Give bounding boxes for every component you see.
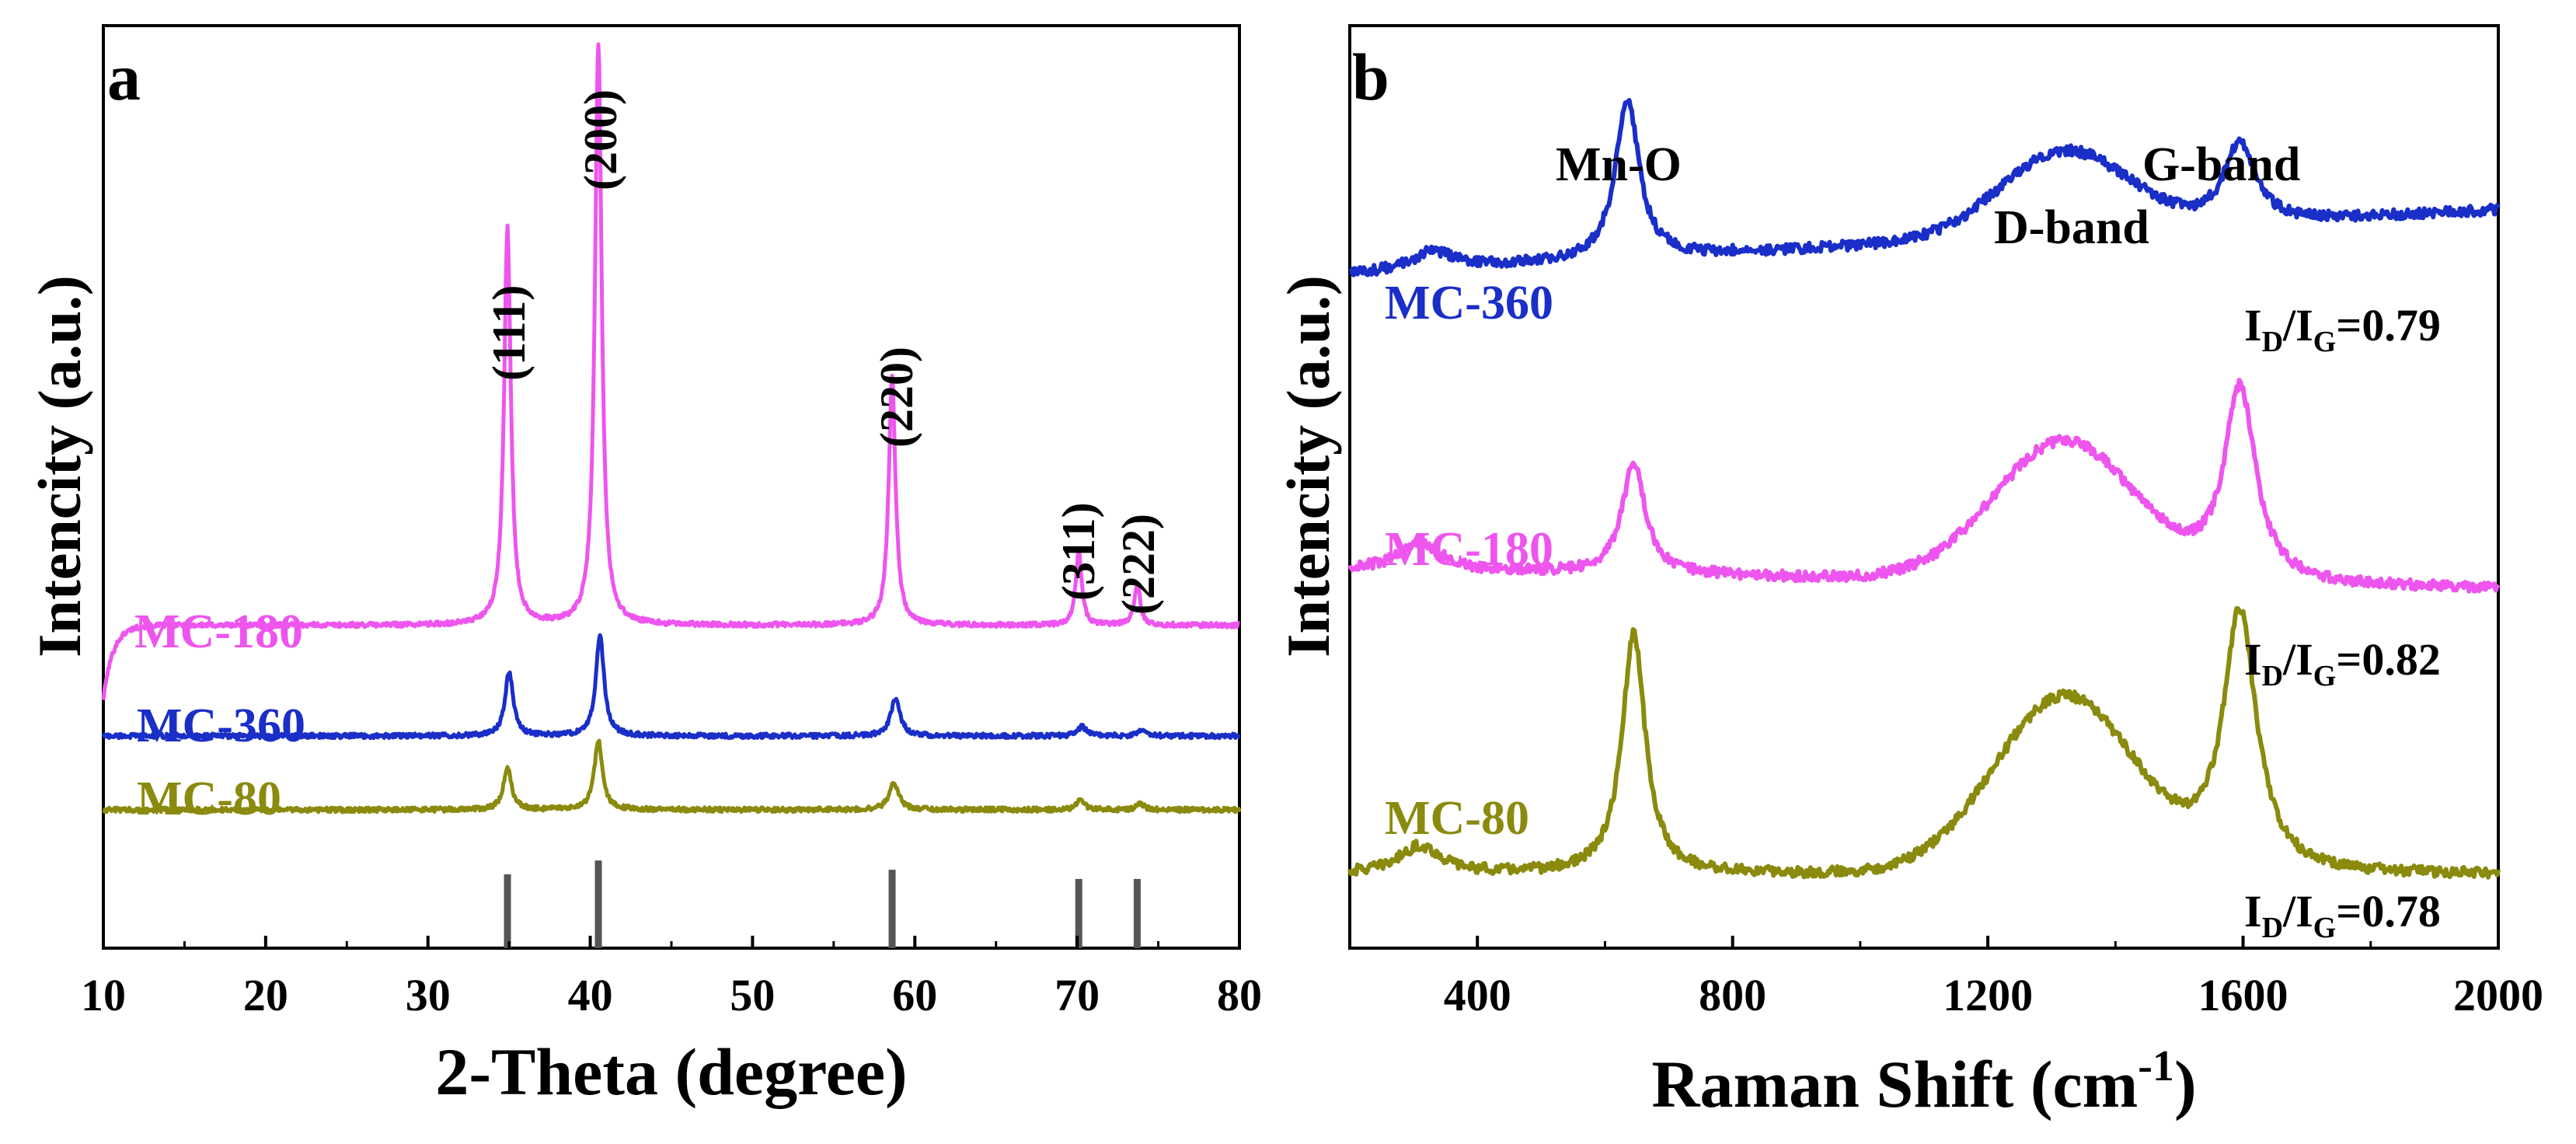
ratio-sub-d: D [2262, 660, 2283, 692]
raman-curve-mc-80 [1347, 605, 2501, 880]
panel-b-plot-frame [1348, 24, 2500, 950]
ratio-eq: = [2336, 300, 2362, 351]
series-label-mc180-a: MC-180 [134, 605, 303, 658]
series-label-mc80-a: MC-80 [137, 773, 281, 825]
series-label-mc360-b: MC-360 [1385, 277, 1553, 330]
panel-a-curves [101, 42, 1242, 814]
panel-a-y-axis-title: Intencity (a.u.) [26, 275, 93, 657]
peak-annotation-222: (222) [1113, 514, 1164, 615]
panel-b-label: b [1352, 40, 1389, 114]
x-tick-label: 20 [243, 970, 288, 1020]
band-label-d-band: D-band [1994, 201, 2149, 254]
ratio-i-d: I [2244, 300, 2262, 351]
ratio-label-mc180: ID/IG=0.82 [2244, 634, 2441, 692]
xrd-curve-mc-360 [101, 633, 1241, 741]
x-tick-label: 10 [81, 970, 126, 1020]
panel-a-x-ticks: 10 20 30 40 50 60 70 80 [81, 936, 1262, 1020]
panel-a-reference-lines [504, 860, 1141, 948]
panel-a-x-axis-title: 2-Theta (degree) [435, 1034, 907, 1109]
xrd-curve-mc-180 [101, 42, 1241, 700]
band-label-g-band: G-band [2142, 138, 2300, 191]
ratio-sub-g: G [2313, 912, 2337, 944]
x-title-superscript: -1 [2138, 1042, 2174, 1090]
raman-curve-mc-360 [1348, 98, 2501, 277]
x-tick-label: 400 [1444, 970, 1511, 1020]
panel-b-y-axis-title: Intencity (a.u.) [1274, 275, 1342, 657]
ratio-eq: = [2336, 886, 2362, 936]
peak-annotation-111: (111) [483, 285, 535, 381]
panel-b: b 400 800 1200 1600 2000 Mn-O D-band G-band … [1274, 24, 2543, 1121]
peak-annotation-311: (311) [1053, 502, 1104, 601]
panel-a-label: a [107, 40, 141, 114]
x-tick-label: 80 [1217, 970, 1262, 1020]
panel-b-curves [1347, 98, 2501, 880]
ratio-sub-d: D [2262, 326, 2283, 358]
x-title-suffix: ) [2174, 1047, 2197, 1121]
ratio-label-mc360: ID/IG=0.79 [2244, 300, 2441, 358]
series-label-mc180-b: MC-180 [1385, 523, 1553, 576]
x-tick-label: 2000 [2453, 970, 2543, 1020]
peak-annotation-220: (220) [871, 347, 922, 448]
ratio-i-d: I [2244, 634, 2262, 685]
band-label-mn-o: Mn-O [1556, 138, 1682, 191]
ratio-sep: /I [2282, 886, 2313, 936]
x-tick-label: 60 [892, 970, 937, 1020]
ratio-sub-g: G [2313, 660, 2337, 692]
panel-b-x-axis-title: Raman Shift (cm-1) [1651, 1042, 2196, 1121]
x-tick-label: 40 [568, 970, 613, 1020]
ratio-sep: /I [2282, 300, 2313, 351]
ratio-eq: = [2336, 634, 2362, 685]
ratio-label-mc80: ID/IG=0.78 [2244, 886, 2441, 944]
panel-b-x-ticks: 400 800 1200 1600 2000 [1348, 936, 2543, 1020]
xrd-curve-mc-80 [102, 738, 1242, 814]
ratio-sub-g: G [2313, 326, 2337, 358]
ratio-value-mc80: 0.78 [2362, 886, 2441, 936]
x-tick-label: 800 [1699, 970, 1766, 1020]
ratio-value-mc180: 0.82 [2362, 634, 2441, 685]
series-label-mc360-a: MC-360 [137, 699, 305, 752]
ratio-i-d: I [2244, 886, 2262, 936]
x-tick-label: 1200 [1943, 970, 2033, 1020]
x-tick-label: 50 [730, 970, 775, 1020]
ratio-sub-d: D [2262, 912, 2283, 944]
peak-annotation-200: (200) [575, 89, 626, 190]
ratio-value-mc360: 0.79 [2362, 300, 2441, 351]
raman-curve-mc-180 [1347, 378, 2501, 594]
x-tick-label: 30 [406, 970, 451, 1020]
ratio-sep: /I [2282, 634, 2313, 685]
x-tick-label: 70 [1054, 970, 1100, 1020]
x-title-main: Raman Shift (cm [1651, 1047, 2138, 1121]
x-tick-label: 1600 [2198, 970, 2288, 1020]
panel-a: a 10 20 30 40 50 60 70 80 MC-180 MC-360 MC-80 (… [26, 24, 1262, 1109]
series-label-mc80-b: MC-80 [1385, 792, 1529, 845]
